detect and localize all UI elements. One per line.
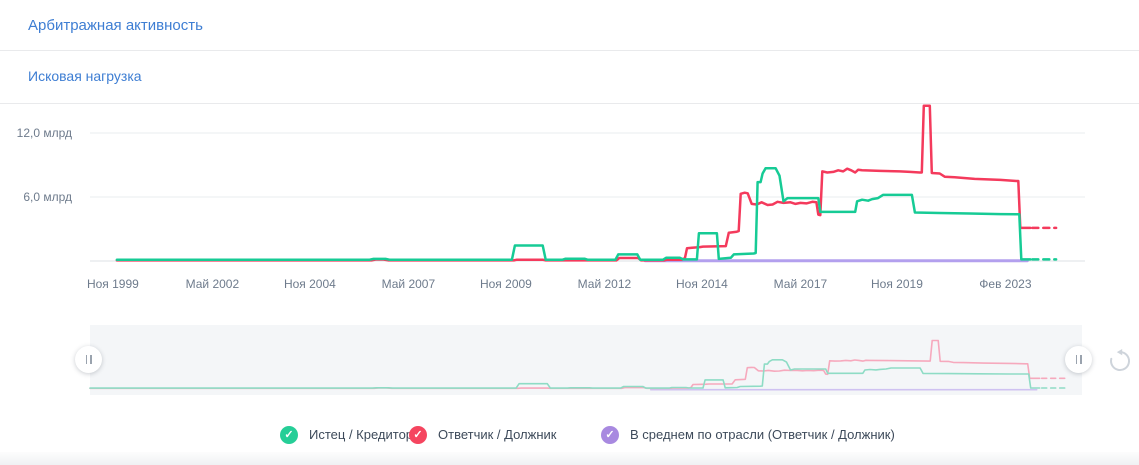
check-icon: ✓ [280, 426, 298, 444]
legend-item-plaintiff[interactable]: ✓ Истец / Кредитор [280, 426, 413, 444]
minimap-brush-area[interactable] [90, 325, 1082, 395]
x-tick-label: Фев 2023 [979, 277, 1032, 291]
legend-item-defendant[interactable]: ✓ Ответчик / Должник [409, 426, 556, 444]
x-tick-label: Ноя 2004 [283, 277, 336, 291]
legend-item-industry-average[interactable]: ✓ В среднем по отрасли (Ответчик / Должн… [601, 426, 895, 444]
check-icon: ✓ [409, 426, 427, 444]
minimap-line-plaintiff [89, 359, 1041, 389]
x-tick-label: Ноя 2009 [479, 277, 532, 291]
legend-item-label: Ответчик / Должник [438, 427, 557, 442]
legend-item-label: В среднем по отрасли (Ответчик / Должник… [630, 427, 895, 442]
grip-icon [1080, 355, 1082, 364]
x-tick-label: Май 2017 [773, 277, 828, 291]
section-title-claim-load[interactable]: Исковая нагрузка [28, 68, 142, 84]
reset-zoom-button[interactable] [1107, 348, 1133, 374]
line-defendant [115, 104, 1032, 262]
grip-icon [85, 355, 87, 364]
brush-handle-left[interactable] [75, 346, 102, 373]
section-divider [0, 103, 1139, 104]
grip-icon [90, 355, 92, 364]
x-tick-label: Ноя 2019 [871, 277, 923, 291]
check-icon: ✓ [601, 426, 619, 444]
rotate-ccw-icon [1110, 349, 1130, 371]
bottom-panel-edge [0, 452, 1139, 465]
grip-icon [1075, 355, 1077, 364]
y-tick-label: 6,0 млрд [23, 190, 72, 204]
x-tick-label: Май 2002 [185, 277, 240, 291]
x-tick-label: Ноя 1999 [86, 277, 139, 291]
section-title-arbitration-activity[interactable]: Арбитражная активность [28, 17, 203, 34]
x-tick-label: Ноя 2014 [675, 277, 728, 291]
x-tick-label: Май 2007 [381, 277, 436, 291]
line-plaintiff [115, 166, 1032, 261]
x-tick-label: Май 2012 [577, 277, 632, 291]
chart-legend: ✓ Истец / Кредитор ✓ Ответчик / Должник … [0, 426, 1139, 446]
brush-handle-right[interactable] [1065, 346, 1092, 373]
legend-item-label: Истец / Кредитор [309, 427, 414, 442]
y-tick-label: 12,0 млрд [16, 126, 72, 140]
section-divider [0, 50, 1139, 51]
